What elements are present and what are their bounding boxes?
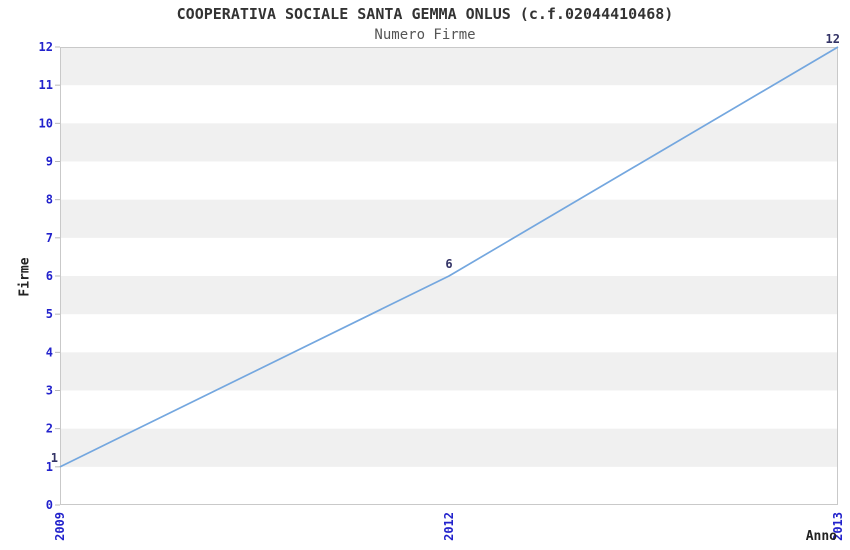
grid-band bbox=[60, 428, 838, 467]
grid-band bbox=[60, 123, 838, 162]
plot-border bbox=[60, 47, 838, 505]
y-tick-label: 5 bbox=[46, 307, 53, 321]
y-tick-label: 7 bbox=[46, 231, 53, 245]
y-tick-label: 6 bbox=[46, 269, 53, 283]
x-tick-label: 2012 bbox=[442, 512, 456, 541]
y-axis-title: Firme bbox=[17, 257, 33, 297]
chart-title: COOPERATIVA SOCIALE SANTA GEMMA ONLUS (c… bbox=[176, 5, 674, 23]
data-point-label: 1 bbox=[51, 451, 58, 465]
series-line bbox=[59, 46, 839, 468]
y-tick-label: 9 bbox=[46, 155, 53, 169]
y-tick-label: 10 bbox=[39, 116, 53, 130]
y-tick-label: 8 bbox=[46, 193, 53, 207]
y-tick-label: 3 bbox=[46, 384, 53, 398]
y-tick-label: 12 bbox=[39, 40, 53, 54]
y-tick-label: 11 bbox=[39, 78, 53, 92]
grid-band bbox=[60, 47, 838, 86]
grid-band bbox=[60, 199, 838, 238]
grid-band bbox=[60, 276, 838, 315]
grid-band bbox=[60, 352, 838, 391]
x-tick-label: 2013 bbox=[831, 512, 845, 541]
y-tick-label: 1 bbox=[46, 460, 53, 474]
y-tick-label: 0 bbox=[46, 498, 53, 512]
x-tick-label: 2009 bbox=[53, 512, 67, 541]
data-point-label: 6 bbox=[445, 257, 452, 271]
x-axis-title: Anno bbox=[805, 529, 837, 544]
y-tick-label: 2 bbox=[46, 422, 53, 436]
data-point-label: 12 bbox=[826, 32, 840, 46]
chart-subtitle: Numero Firme bbox=[374, 27, 476, 43]
y-tick-label: 4 bbox=[46, 345, 53, 359]
